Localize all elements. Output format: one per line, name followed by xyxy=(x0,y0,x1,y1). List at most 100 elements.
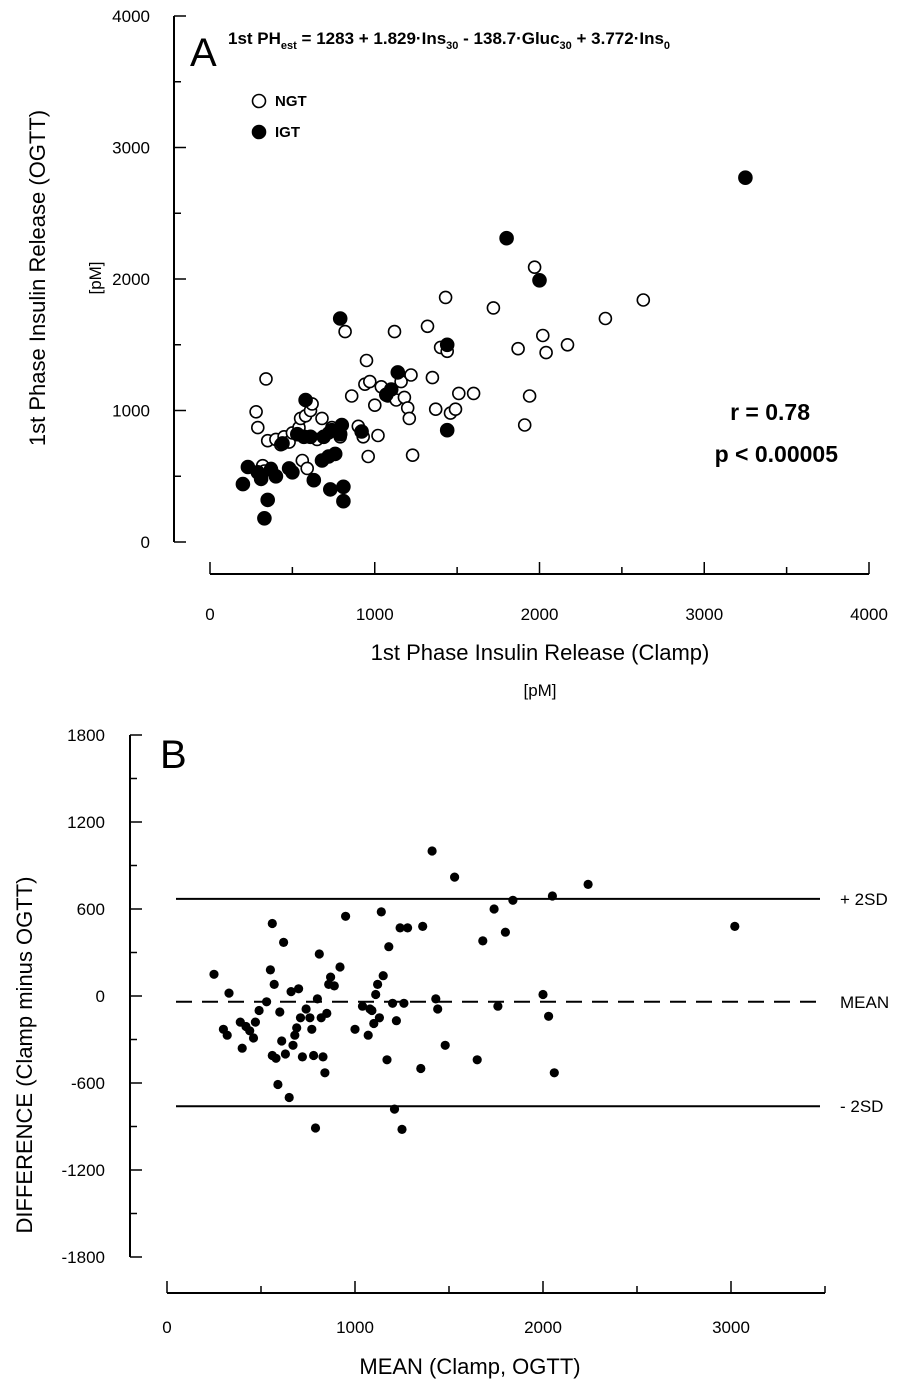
difference-point xyxy=(280,1049,290,1059)
y-tick-label: -1800 xyxy=(62,1248,105,1267)
ngt-point xyxy=(249,404,263,419)
difference-point xyxy=(547,891,558,901)
ngt-point xyxy=(300,461,315,476)
regression-equation: 1st PHest = 1283 + 1.829·Ins30 - 138.7·G… xyxy=(228,29,670,52)
difference-point xyxy=(367,1005,377,1016)
igt-point xyxy=(439,422,455,438)
legend-label-igt: IGT xyxy=(275,124,300,141)
difference-point xyxy=(250,1017,260,1027)
difference-point xyxy=(284,1092,294,1103)
y-tick-label: 1000 xyxy=(112,402,150,421)
difference-point xyxy=(493,1001,503,1011)
igt-point xyxy=(235,476,251,492)
difference-point xyxy=(310,1123,321,1133)
panel-b: B MEAN (Clamp, OGTT) DIFFERENCE (Clamp m… xyxy=(12,726,889,1379)
x-tick-label: 1000 xyxy=(356,605,394,624)
difference-point xyxy=(378,971,388,981)
difference-point xyxy=(301,1004,311,1014)
ngt-point xyxy=(402,411,417,426)
difference-point xyxy=(350,1024,360,1034)
ngt-point xyxy=(367,398,382,413)
difference-point xyxy=(403,923,413,933)
x-axis-unit: [pM] xyxy=(523,681,556,700)
x-tick-label: 2000 xyxy=(521,605,559,624)
igt-point xyxy=(738,170,753,185)
difference-point xyxy=(275,1007,285,1017)
difference-point xyxy=(341,911,351,921)
difference-point xyxy=(431,994,441,1004)
equation-term: 1st PH xyxy=(228,29,281,48)
x-axis-label: MEAN (Clamp, OGTT) xyxy=(359,1354,580,1379)
x-tick-label: 3000 xyxy=(712,1318,750,1337)
ngt-point xyxy=(359,353,374,368)
x-tick-label: 3000 xyxy=(685,605,723,624)
ngt-point xyxy=(425,370,440,385)
igt-point xyxy=(390,365,406,380)
x-tick-label: 2000 xyxy=(524,1318,562,1337)
equation-subscript: 30 xyxy=(446,40,458,52)
difference-point xyxy=(237,1043,247,1053)
reference-label-2sd: - 2SD xyxy=(840,1097,883,1116)
ngt-point xyxy=(539,345,553,360)
ngt-point xyxy=(560,337,575,352)
difference-point xyxy=(369,1018,379,1029)
difference-point xyxy=(248,1033,259,1043)
difference-point xyxy=(374,1013,384,1023)
difference-point xyxy=(271,1053,281,1063)
igt-point xyxy=(334,417,350,433)
ngt-point xyxy=(598,311,613,326)
difference-point xyxy=(329,981,339,991)
igt-point xyxy=(322,482,338,497)
equation-term: - 138.7·Gluc xyxy=(458,29,559,48)
igt-point xyxy=(354,424,369,439)
igt-point xyxy=(336,479,351,495)
difference-point xyxy=(254,1005,264,1016)
difference-point xyxy=(267,918,277,929)
difference-point xyxy=(478,936,488,946)
igt-point xyxy=(499,230,514,246)
difference-point xyxy=(544,1011,554,1021)
difference-point xyxy=(265,965,275,975)
panel-a-label: A xyxy=(190,31,217,75)
difference-point xyxy=(472,1055,482,1065)
igt-point xyxy=(253,471,269,487)
legend-label-ngt: NGT xyxy=(275,93,307,110)
difference-point xyxy=(376,907,386,917)
igt-point xyxy=(298,392,313,408)
y-tick-label: 4000 xyxy=(112,7,150,26)
difference-point xyxy=(416,1063,426,1074)
difference-point xyxy=(292,1023,302,1033)
data-points xyxy=(235,170,753,526)
ngt-point xyxy=(451,386,466,401)
difference-point xyxy=(305,1013,315,1023)
ngt-point xyxy=(420,319,435,334)
ngt-point xyxy=(259,372,273,386)
difference-point xyxy=(397,1124,407,1134)
ngt-point xyxy=(371,428,385,443)
x-tick-label: 0 xyxy=(205,605,214,624)
difference-point xyxy=(382,1055,392,1065)
y-axis-label: 1st Phase Insulin Release (OGTT) xyxy=(25,110,50,446)
y-axis-unit: [pM] xyxy=(86,261,105,294)
difference-point xyxy=(730,921,740,932)
ngt-point xyxy=(511,341,525,356)
difference-point xyxy=(297,1052,307,1062)
igt-point xyxy=(260,492,276,508)
difference-point xyxy=(312,994,322,1004)
difference-point xyxy=(314,949,324,959)
p-value: p < 0.00005 xyxy=(715,441,839,467)
difference-point xyxy=(277,1036,287,1046)
difference-point xyxy=(326,972,336,982)
difference-point xyxy=(294,984,304,994)
igt-point xyxy=(268,468,284,484)
y-tick-label: 0 xyxy=(96,987,105,1006)
y-tick-label: -600 xyxy=(71,1074,105,1093)
difference-point xyxy=(500,927,510,937)
reference-label-2sd: + 2SD xyxy=(840,890,888,909)
ngt-point xyxy=(250,420,265,435)
difference-point xyxy=(373,979,383,990)
difference-point xyxy=(209,969,219,979)
igt-point xyxy=(332,311,348,326)
panel-a: A 1st PHest = 1283 + 1.829·Ins30 - 138.7… xyxy=(25,7,888,700)
difference-point xyxy=(290,1030,300,1040)
